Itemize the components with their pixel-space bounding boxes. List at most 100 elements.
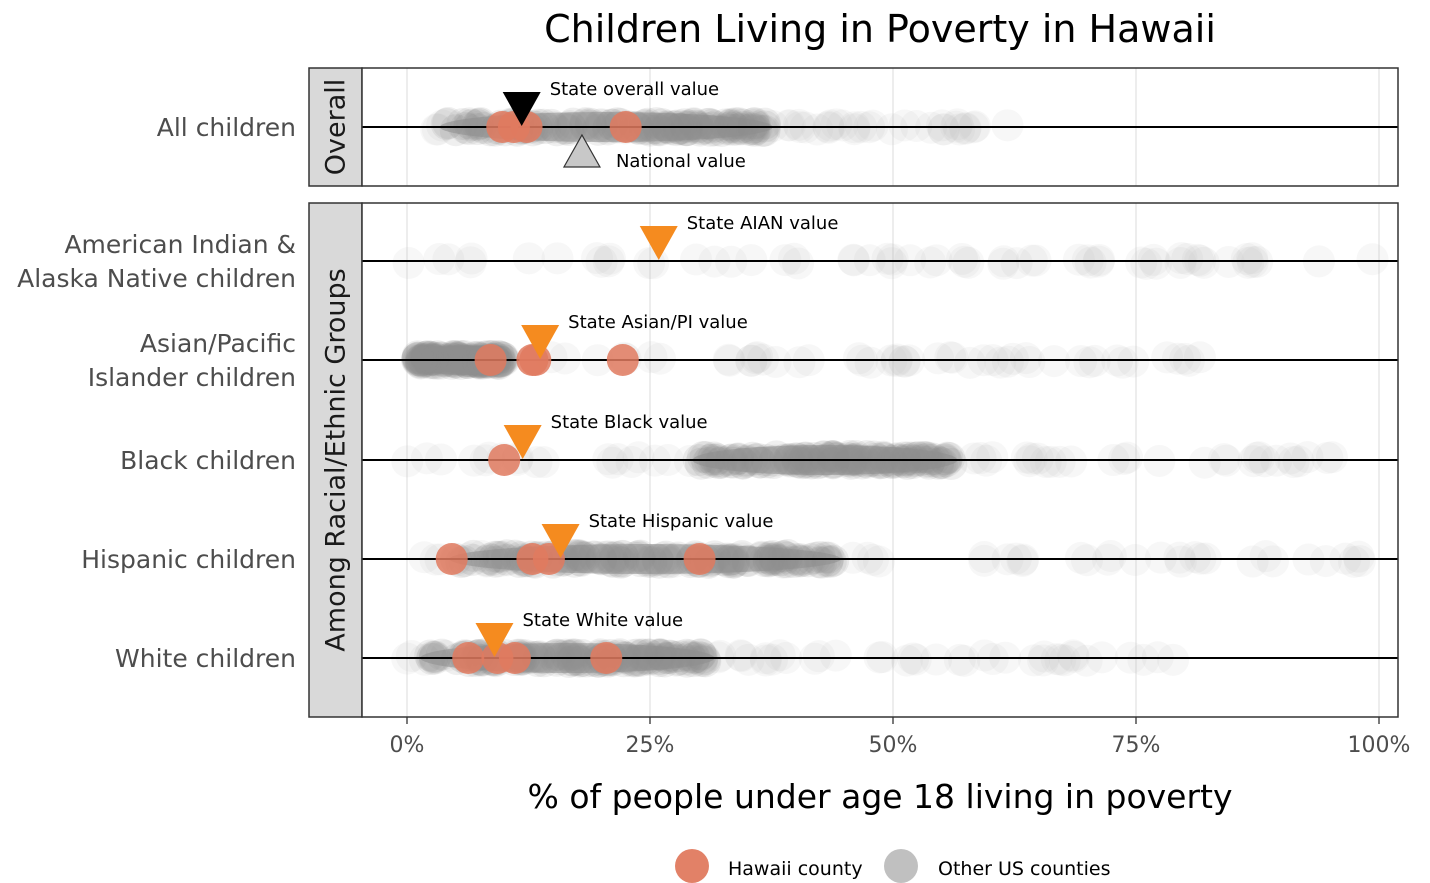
us-county-point [922,342,955,375]
us-county-point [987,247,1020,280]
us-county-point [1179,541,1212,574]
us-county-point [749,644,782,677]
us-county-point [1027,644,1060,677]
us-county-point [837,243,870,276]
us-county-point [1248,445,1281,478]
us-county-point [1000,247,1033,280]
us-county-point [819,639,852,672]
us-county-point [890,644,923,677]
plot-panels: Overall State overall value National value… [17,67,1399,718]
us-county-point [1277,446,1310,479]
legend-label: Other US counties [938,858,1110,880]
us-county-point [1028,640,1061,673]
national-value-marker [562,133,601,168]
x-axis: 0% 25% 50% 75% 100% [390,717,1410,758]
us-county-point [637,247,670,280]
us-county-point [741,341,774,374]
us-county-point [888,345,921,378]
us-county-point [1062,243,1095,276]
us-county-point [991,109,1024,142]
us-county-point [772,109,805,142]
us-county-point [851,541,884,574]
us-county-point [953,346,986,379]
us-county-point [1169,342,1202,375]
us-county-point [934,341,967,374]
hawaii-county-point [609,111,642,143]
us-county-point [759,345,792,378]
us-county-point [680,243,713,276]
row: State White value White children [115,610,1398,678]
hawaii-county-point [498,642,531,674]
row: State Asian/PI value Asian/Pacific Islande… [88,312,1398,392]
hawaii-county-point [606,344,639,376]
marker-label: State overall value [550,79,719,100]
us-county-point [820,108,853,141]
us-county-point [596,446,629,479]
us-county-point [1343,545,1376,578]
us-county-point [1256,545,1289,578]
us-county-point [756,643,789,676]
us-county-point [1187,246,1220,279]
us-county-point [899,643,932,676]
us-county-point [1236,242,1269,275]
us-county-point [1038,345,1071,378]
us-county-point [782,108,815,141]
us-county-point [615,446,648,479]
us-county-point [876,243,909,276]
us-county-point [1181,243,1214,276]
us-county-point [1183,341,1216,374]
us-county-point [900,109,933,142]
us-county-point [1274,442,1307,475]
us-county-point [773,109,806,142]
state-value-marker [502,92,541,126]
us-county-point [1018,644,1051,677]
marker-label: State White value [522,610,683,631]
us-county-point [1188,446,1221,479]
us-county-point [1044,643,1077,676]
us-county-point [423,243,456,276]
us-county-point [1240,441,1273,474]
us-county-point [948,644,981,677]
us-county-point [968,544,1001,577]
facet-strip-label: Overall [321,79,352,176]
us-county-point [943,643,976,676]
us-county-point [548,342,581,375]
x-tick-label: 50% [869,733,918,758]
hawaii-county-point [488,444,521,476]
state-value-marker [639,226,678,260]
us-county-point [1048,644,1081,677]
us-county-point [455,242,488,275]
us-county-point [454,246,487,279]
row-label: White children [115,644,296,673]
us-county-point [802,640,835,673]
us-county-point [1249,540,1282,573]
us-county-point [1243,441,1276,474]
hawaii-county-point [590,642,623,674]
us-county-point [1006,544,1039,577]
row-label: Hispanic children [81,545,296,574]
facet-strip-label: Among Racial/Ethnic Groups [321,268,352,651]
us-county-point [949,112,982,145]
us-county-point [943,113,976,146]
us-county-point [996,342,1029,375]
us-county-point [421,113,454,146]
us-county-point [1043,445,1076,478]
us-county-point [976,643,1009,676]
us-county-point [520,446,553,479]
us-county-point [968,639,1001,672]
us-county-point [920,643,953,676]
chart-title: Children Living in Poverty in Hawaii [544,7,1216,51]
us-county-point [1137,243,1170,276]
us-county-point [1311,441,1344,474]
us-county-point [1073,346,1106,379]
us-county-point [1338,545,1371,578]
row-label: Alaska Native children [17,264,296,293]
us-county-point [1125,246,1158,279]
row: State overall value National value All chi… [157,79,1398,172]
hawaii-county-point [474,344,507,376]
us-county-point [875,113,908,146]
us-county-point [826,109,859,142]
us-county-point [1083,243,1116,276]
